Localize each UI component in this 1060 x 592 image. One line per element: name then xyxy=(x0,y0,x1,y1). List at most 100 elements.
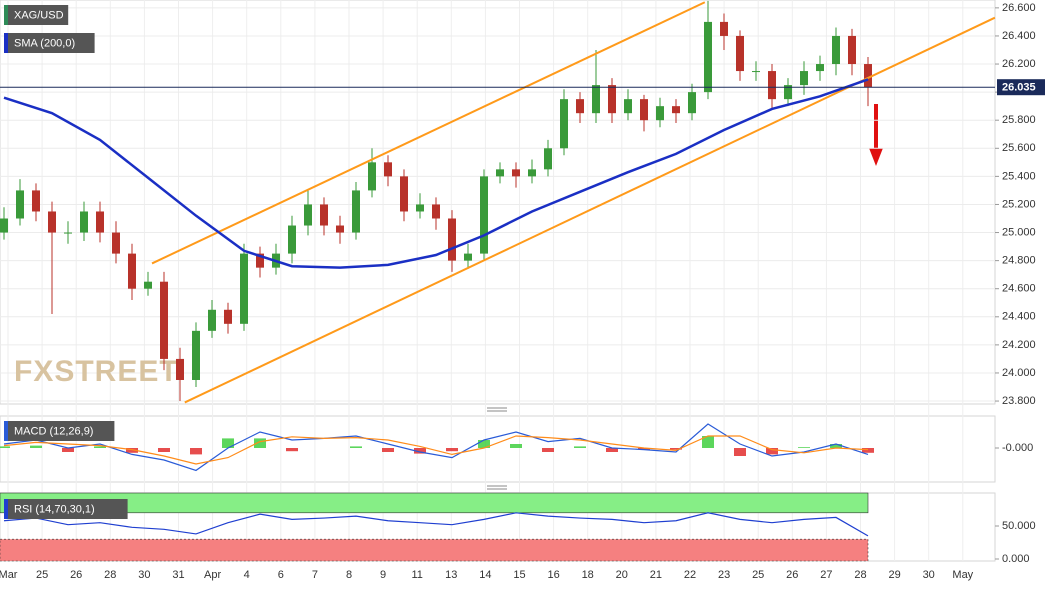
legend-label: XAG/USD xyxy=(14,9,64,21)
histogram-bar xyxy=(126,448,138,453)
candle-body xyxy=(128,253,136,289)
candle-body xyxy=(144,281,152,289)
legend-swatch xyxy=(4,5,8,25)
x-tick-label: May xyxy=(952,569,973,581)
candle-body xyxy=(480,176,488,254)
histogram-bar xyxy=(286,448,298,452)
y-tick-label: 25.400 xyxy=(1002,170,1036,182)
histogram-bar xyxy=(766,448,778,455)
candle-body xyxy=(512,169,520,177)
candle-body xyxy=(592,85,600,114)
histogram-bar xyxy=(574,446,586,448)
overbought-zone xyxy=(0,492,869,514)
candle-body xyxy=(704,21,712,93)
x-tick-label: 13 xyxy=(445,569,457,581)
histogram-bar xyxy=(350,446,362,448)
candle-body xyxy=(96,211,104,233)
candle-body xyxy=(288,225,296,254)
y-tick-label: 50.000 xyxy=(1002,520,1036,532)
histogram-bar xyxy=(254,438,266,448)
legend-badge xyxy=(4,5,69,25)
histogram-bar xyxy=(94,446,106,448)
legend-badge xyxy=(4,499,128,519)
y-tick-label: 23.800 xyxy=(1002,395,1036,407)
histogram-bar xyxy=(478,440,490,448)
rsi-line xyxy=(3,512,869,537)
candle-body xyxy=(256,253,264,268)
candle-body xyxy=(800,71,808,86)
last-price-box xyxy=(997,79,1045,96)
macd-line xyxy=(3,423,869,472)
candle-body xyxy=(192,330,200,380)
candle-body xyxy=(352,190,360,233)
candle-body xyxy=(336,225,344,233)
y-tick-label: 25.600 xyxy=(1002,142,1036,154)
candle-body xyxy=(640,99,648,121)
y-tick-label: 24.000 xyxy=(1002,367,1036,379)
histogram-bar xyxy=(638,448,650,450)
x-tick-label: 25 xyxy=(36,569,48,581)
last-price-label: 26.035 xyxy=(1002,82,1036,94)
x-tick-label: 20 xyxy=(616,569,628,581)
y-tick-label: 25.000 xyxy=(1002,226,1036,238)
legend-label: MACD (12,26,9) xyxy=(14,425,93,437)
candle-body xyxy=(528,169,536,177)
histogram-bar xyxy=(190,448,202,455)
x-tick-label: 8 xyxy=(346,569,352,581)
candle-body xyxy=(784,85,792,100)
x-tick-label: 25 xyxy=(752,569,764,581)
candle-body xyxy=(80,211,88,233)
candle-body xyxy=(160,281,168,359)
x-tick-label: 15 xyxy=(513,569,525,581)
x-tick-label: 16 xyxy=(547,569,559,581)
histogram-bar xyxy=(62,448,74,452)
x-tick-label: 26 xyxy=(70,569,82,581)
legend-label: SMA (200,0) xyxy=(14,37,75,49)
x-tick-label: 21 xyxy=(650,569,662,581)
candle-body xyxy=(624,99,632,114)
candle-body xyxy=(432,204,440,219)
legend-label: RSI (14,70,30,1) xyxy=(14,503,95,515)
x-tick-label: 11 xyxy=(411,569,422,581)
x-tick-label: 23 xyxy=(718,569,730,581)
y-tick-label: 25.800 xyxy=(1002,114,1036,126)
histogram-bar xyxy=(414,448,426,454)
candle-body xyxy=(608,85,616,114)
x-tick-label: 26 xyxy=(786,569,798,581)
histogram-bar xyxy=(446,448,458,452)
x-tick-label: Apr xyxy=(204,569,221,581)
candle-body xyxy=(416,204,424,212)
candle-body xyxy=(560,99,568,149)
candle-body xyxy=(320,204,328,226)
candle-body xyxy=(240,253,248,324)
watermark: FXSTREET xyxy=(14,355,179,388)
histogram-bar xyxy=(382,448,394,452)
histogram-bar xyxy=(830,444,842,448)
legend-badge xyxy=(4,421,115,441)
down-arrow xyxy=(869,104,883,166)
y-tick-label: 25.200 xyxy=(1002,198,1036,210)
x-tick-label: 4 xyxy=(244,569,250,581)
y-tick-label: 24.800 xyxy=(1002,255,1036,267)
trend-line xyxy=(151,1,706,265)
x-tick-label: 9 xyxy=(380,569,386,581)
legend-swatch xyxy=(4,499,8,519)
candle-body xyxy=(208,309,216,331)
candle-body xyxy=(672,106,680,114)
y-tick-label: 24.200 xyxy=(1002,339,1036,351)
histogram-bar xyxy=(158,448,170,452)
x-tick-label: 7 xyxy=(312,569,318,581)
candle-body xyxy=(464,253,472,261)
histogram-bar xyxy=(798,447,810,448)
y-tick-label: 26.200 xyxy=(1002,58,1036,70)
candle-body xyxy=(176,358,184,380)
candle-body xyxy=(112,232,120,254)
candle-body xyxy=(864,64,872,88)
candle-body xyxy=(16,190,24,219)
candle-body xyxy=(32,190,40,212)
histogram-bar xyxy=(222,438,234,448)
candle-body xyxy=(448,218,456,261)
candle-body xyxy=(48,211,56,233)
y-tick-label: 26.400 xyxy=(1002,30,1036,42)
candle-body xyxy=(720,21,728,36)
